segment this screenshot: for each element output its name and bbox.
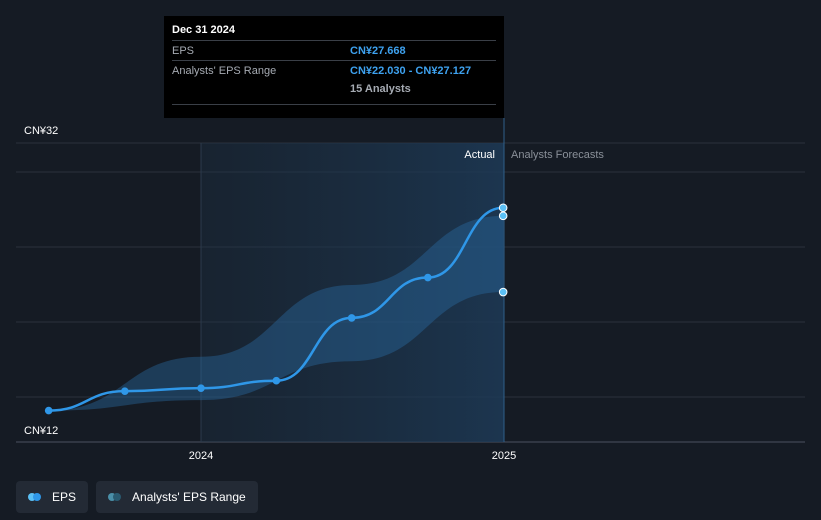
eps-points[interactable]: [44, 203, 508, 415]
x-tick-2025: 2025: [492, 450, 516, 462]
eps-point[interactable]: [121, 387, 129, 395]
eps-point[interactable]: [197, 384, 205, 392]
tooltip: Dec 31 2024 EPS CN¥27.668 Analysts' EPS …: [164, 16, 504, 118]
tooltip-range-value: CN¥22.030 - CN¥27.127: [350, 65, 472, 77]
range-low-point[interactable]: [498, 287, 508, 297]
range-legend-icon: [108, 493, 124, 501]
range-band: [48, 215, 504, 411]
legend: EPS Analysts' EPS Range: [16, 481, 258, 513]
tooltip-date: Dec 31 2024: [172, 24, 496, 41]
actual-shade: [201, 143, 504, 442]
eps-point[interactable]: [498, 203, 508, 213]
tooltip-eps-value: CN¥27.668: [350, 45, 406, 57]
range-high-point[interactable]: [498, 211, 508, 221]
axis-labels: CN¥32 CN¥12 2024 2025 Actual Analysts Forecas…: [24, 125, 604, 462]
legend-range-label: Analysts' EPS Range: [132, 490, 246, 504]
eps-point[interactable]: [347, 314, 356, 322]
eps-point[interactable]: [44, 406, 53, 415]
range-band-layer: [48, 215, 504, 411]
tooltip-eps-row: EPS CN¥27.668: [172, 44, 496, 61]
y-label-min: CN¥12: [24, 425, 58, 437]
tooltip-analysts: 15 Analysts: [172, 82, 496, 105]
eps-legend-icon: [28, 493, 44, 501]
actual-label: Actual: [464, 149, 495, 161]
legend-eps[interactable]: EPS: [16, 481, 89, 513]
eps-point[interactable]: [424, 273, 432, 282]
tooltip-eps-label: EPS: [172, 45, 195, 57]
tooltip-range-label: Analysts' EPS Range: [172, 65, 277, 77]
forecast-label: Analysts Forecasts: [511, 149, 604, 161]
legend-eps-label: EPS: [52, 490, 77, 504]
x-tick-2024: 2024: [189, 450, 213, 462]
actual-region: [200, 118, 505, 442]
eps-point[interactable]: [272, 376, 281, 385]
y-label-max: CN¥32: [24, 125, 58, 137]
legend-range[interactable]: Analysts' EPS Range: [96, 481, 258, 513]
tooltip-range-row: Analysts' EPS Range CN¥22.030 - CN¥27.12…: [172, 64, 496, 80]
